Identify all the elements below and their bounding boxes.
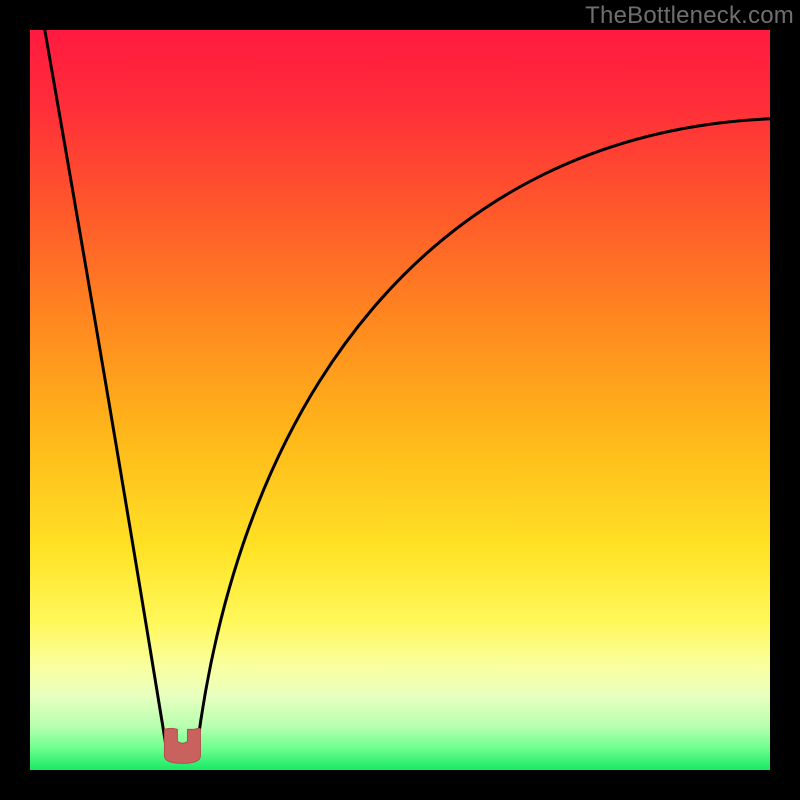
minimum-marker (164, 728, 200, 763)
curve-left-branch (45, 30, 167, 752)
watermark-text: TheBottleneck.com (585, 2, 794, 30)
curve-layer (30, 30, 770, 770)
curve-right-branch (197, 119, 771, 752)
plot-area (30, 30, 770, 770)
chart-container: TheBottleneck.com (0, 0, 800, 800)
